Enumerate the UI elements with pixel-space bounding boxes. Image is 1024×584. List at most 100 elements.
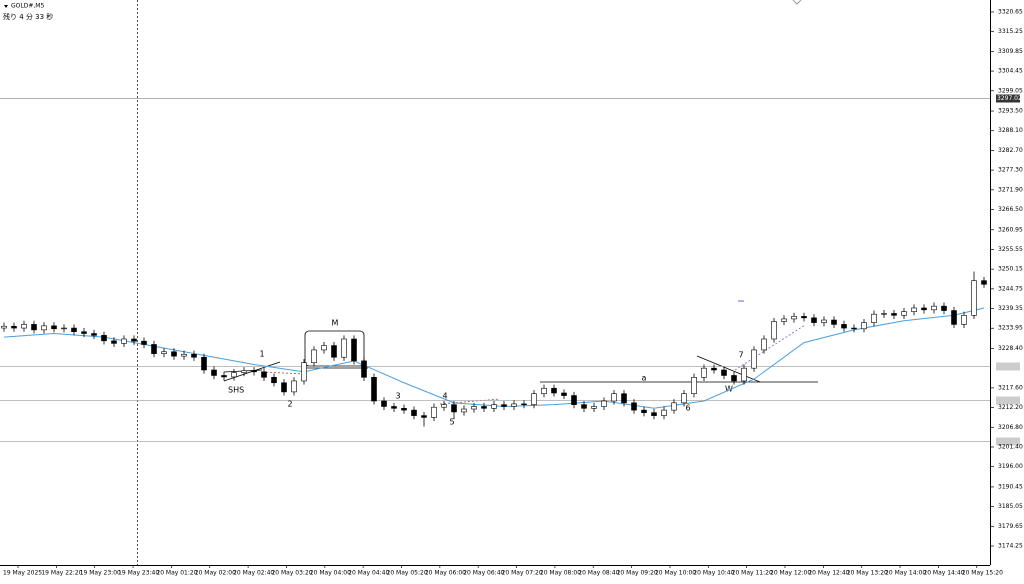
candle-body <box>971 280 977 316</box>
candle-body <box>301 362 307 382</box>
x-tick-label: 19 May 22:20 <box>41 570 82 577</box>
candle-body <box>811 317 817 323</box>
x-tick-label: 20 May 14:40 <box>923 570 964 577</box>
y-tick-label: 3282.70 <box>998 147 1023 154</box>
candle-body <box>131 338 137 342</box>
candle-body <box>561 392 567 396</box>
candle-body <box>881 313 887 315</box>
candle-body <box>401 408 407 411</box>
x-tick-label: 19 May 23:40 <box>118 570 159 577</box>
x-tick-label: 20 May 10:40 <box>693 570 734 577</box>
candle-body <box>231 372 237 378</box>
price-tag-label: 3297.02 <box>997 95 1022 102</box>
candle-body <box>781 318 787 322</box>
candle-body <box>191 354 197 358</box>
candle-body <box>601 400 607 407</box>
y-tick-label: 3239.35 <box>998 305 1023 312</box>
candle-body <box>341 338 347 358</box>
candle-body <box>491 404 497 409</box>
projection-line <box>261 371 306 375</box>
y-tick-label: 3271.90 <box>998 186 1023 193</box>
scroll-marker <box>792 0 802 5</box>
candle-body <box>81 331 87 334</box>
y-tick-label: 3277.30 <box>998 167 1023 174</box>
x-tick-label: 20 May 14:00 <box>885 570 926 577</box>
annotation: W <box>725 385 733 394</box>
y-tick-label: 3217.60 <box>998 384 1023 391</box>
candle-body <box>441 404 447 408</box>
candle-body <box>51 325 57 330</box>
y-tick-label: 3288.10 <box>998 127 1023 134</box>
symbol-menu-icon[interactable] <box>4 5 8 8</box>
candle-body <box>121 338 127 344</box>
x-tick-label: 20 May 15:20 <box>962 570 1003 577</box>
x-tick-label: 20 May 06:00 <box>425 570 466 577</box>
candle-body <box>241 370 247 373</box>
x-tick-label: 20 May 12:00 <box>770 570 811 577</box>
candle-body <box>651 412 657 416</box>
candle-body <box>921 307 927 311</box>
candle-body <box>411 409 417 416</box>
candle-body <box>361 360 367 378</box>
candle-body <box>801 316 807 319</box>
x-tick-label: 19 May 2025 <box>3 570 42 577</box>
candle-body <box>221 375 227 378</box>
x-tick-label: 20 May 04:40 <box>348 570 389 577</box>
x-tick-label: 20 May 12:40 <box>808 570 849 577</box>
annotation: a <box>642 374 647 383</box>
candle-body <box>641 409 647 413</box>
candle-body <box>381 400 387 407</box>
candle-body <box>161 351 167 354</box>
candle-body <box>201 356 207 371</box>
y-tick-label: 3196.00 <box>998 463 1023 470</box>
candle-body <box>501 404 507 407</box>
x-tick-label: 19 May 23:00 <box>80 570 121 577</box>
candle-body <box>481 406 487 409</box>
candle-body <box>951 310 957 325</box>
y-tick-label: 3320.65 <box>998 9 1023 16</box>
pattern-box <box>304 330 365 367</box>
candle-body <box>911 307 917 312</box>
candle-body <box>661 409 667 416</box>
candle-body <box>591 406 597 409</box>
candle-body <box>621 393 627 404</box>
candle-body <box>261 371 267 378</box>
x-tick-label: 20 May 01:20 <box>156 570 197 577</box>
annotation: 7 <box>738 351 743 360</box>
x-tick-label: 20 May 08:00 <box>540 570 581 577</box>
x-tick-label: 20 May 07:20 <box>502 570 543 577</box>
candle-body <box>861 322 867 330</box>
candle-body <box>771 321 777 340</box>
projection-line <box>734 324 806 371</box>
candle-body <box>1 325 7 329</box>
candle-body <box>391 406 397 409</box>
level-tag <box>996 437 1020 446</box>
y-tick-label: 3244.75 <box>998 285 1023 292</box>
candle-body <box>451 404 457 413</box>
candle-body <box>11 325 17 329</box>
y-tick-label: 3185.05 <box>998 503 1023 510</box>
candle-body <box>611 393 617 402</box>
candle-body <box>471 406 477 410</box>
candle-body <box>91 333 97 336</box>
candle-body <box>71 327 77 333</box>
candle-body <box>21 324 27 329</box>
y-tick-label: 3309.85 <box>998 48 1023 55</box>
candle-body <box>901 311 907 316</box>
x-tick-label: 20 May 02:00 <box>195 570 236 577</box>
candle-body <box>311 349 317 364</box>
y-tick-label: 3206.80 <box>998 424 1023 431</box>
annotation: 4 <box>442 392 447 401</box>
candle-body <box>571 395 577 405</box>
candle-body <box>511 403 517 407</box>
annotation: 3 <box>395 392 400 401</box>
annotation: M <box>332 319 339 328</box>
level-tag <box>996 362 1020 371</box>
y-tick-label: 3315.25 <box>998 28 1023 35</box>
candle-body <box>421 415 427 418</box>
candle-body <box>721 369 727 376</box>
candle-body <box>681 393 687 404</box>
candle-body <box>871 313 877 323</box>
candle-body <box>711 367 717 371</box>
candle-body <box>431 406 437 418</box>
